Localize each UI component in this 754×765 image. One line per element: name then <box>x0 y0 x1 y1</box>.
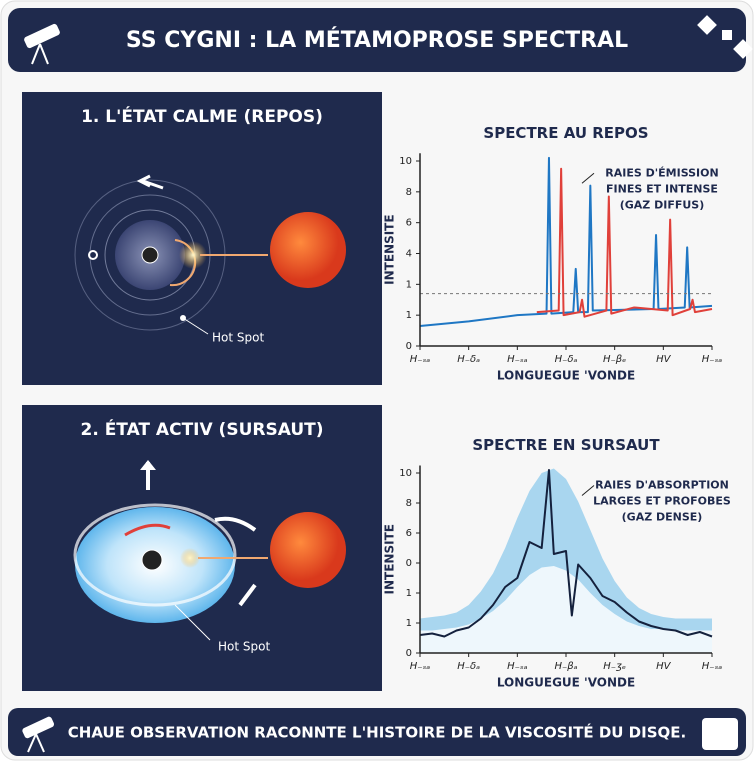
chart-title: SPECTRE AU REPOS <box>483 124 648 142</box>
line <box>419 469 713 638</box>
y-tick-label: 1 <box>406 279 412 290</box>
annotation: RAIES D'ABSORPTION <box>595 479 729 492</box>
annotation: FINES ET INTENSE <box>606 182 718 195</box>
y-tick-label: 0 <box>406 341 412 352</box>
hot-spot-label: Hot Spot <box>218 640 270 654</box>
page-title: SS CYGNI : LA MÉTAMOPROSE SPECTRAL <box>126 27 628 53</box>
x-tick-label: H₋δₐ <box>555 354 578 365</box>
x-tick-label: H₋βₐ <box>554 661 577 672</box>
annotation: LARGES ET PROFOBES <box>593 495 731 508</box>
x-tick-label: H₋δₐ <box>457 354 480 365</box>
x-tick-label: H₋ₛₐ <box>410 661 431 672</box>
telescope-icon <box>24 23 60 65</box>
y-tick-label: 0 <box>406 648 412 659</box>
annotation: (GAZ DENSE) <box>622 511 703 524</box>
panel-title: 1. L'ÉTAT CALME (REPOS) <box>81 105 323 127</box>
line <box>419 156 713 327</box>
chart-title: SPECTRE EN SURSAUT <box>472 436 660 454</box>
x-axis-label: LONGUEGUE 'VONDE <box>497 676 635 690</box>
x-tick-label: H₋βₑ <box>603 354 626 365</box>
quiet-illustration <box>74 174 346 335</box>
y-tick-label: 1 <box>406 310 412 321</box>
y-tick-label: 1 <box>406 618 412 629</box>
annotation-pointer <box>581 172 595 184</box>
y-tick-label: 8 <box>406 187 412 198</box>
x-tick-label: H₋ₛₐ <box>507 661 528 672</box>
x-tick-label: H₋ₛₐ <box>507 354 528 365</box>
x-tick-label: HV <box>656 354 672 365</box>
charts: SPECTRE AU REPOS INTENSITE LONGUEGUE 'VOND… <box>383 124 731 690</box>
annotation-pointer <box>581 485 595 496</box>
x-tick-label: H₋ₛₐ <box>702 354 723 365</box>
line <box>536 167 713 318</box>
hot-spot-label: Hot Spot <box>212 331 264 345</box>
header-bar <box>8 8 746 72</box>
y-tick-label: 6 <box>406 528 412 539</box>
x-tick-label: HV <box>656 661 672 672</box>
x-tick-label: H₋δₐ <box>457 661 480 672</box>
x-tick-label: H₋ₛₐ <box>410 354 431 365</box>
panel-title: 2. ÉTAT ACTIV (SURSAUT) <box>80 418 323 440</box>
y-tick-label: 8 <box>406 498 412 509</box>
annotation: RAIES D'ÉMISSION <box>605 166 718 179</box>
x-tick-label: H₋ʒₑ <box>603 661 626 672</box>
y-tick-label: 10 <box>399 156 412 167</box>
y-tick-label: 6 <box>406 218 412 229</box>
y-tick-label: 0 <box>406 558 412 569</box>
footer-bar <box>8 708 746 756</box>
area <box>420 566 712 653</box>
observatory-icon <box>702 718 738 750</box>
y-tick-label: 1 <box>406 588 412 599</box>
x-tick-label: H₋ₛₐ <box>702 661 723 672</box>
telescope-icon <box>22 716 55 753</box>
y-tick-label: 10 <box>399 468 412 479</box>
footer-text: CHAUE OBSERVATION RACONNTE L'HISTOIRE DE… <box>68 723 686 742</box>
y-tick-label: 4 <box>406 249 412 260</box>
outburst-illustration <box>73 460 346 641</box>
x-axis-label: LONGUEGUE 'VONDE <box>497 369 635 383</box>
y-axis-label: INTENSITE <box>383 214 397 284</box>
annotation: (GAZ DIFFUS) <box>620 198 705 211</box>
y-axis-label: INTENSITE <box>383 524 397 594</box>
